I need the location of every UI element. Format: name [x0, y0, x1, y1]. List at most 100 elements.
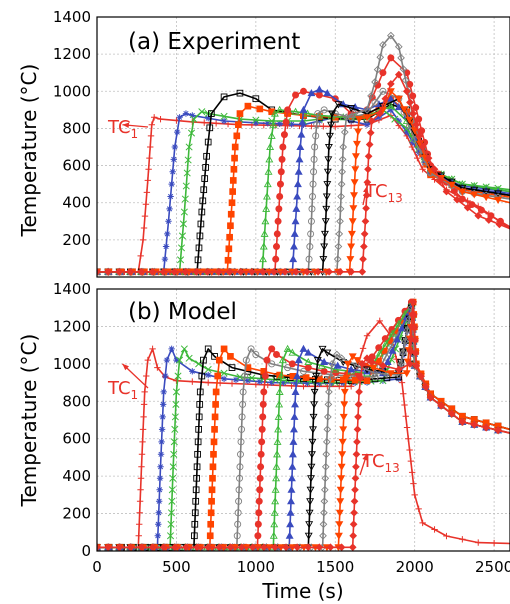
data-point-top-1	[141, 212, 149, 220]
data-point-bottom-3	[171, 425, 179, 433]
data-point-top-12	[470, 191, 479, 199]
data-point-bottom-1	[415, 505, 422, 513]
data-point-bottom-7	[273, 351, 280, 358]
data-point-top-8	[323, 89, 332, 97]
data-point-bottom-12	[339, 426, 348, 434]
data-point-bottom-2	[156, 475, 164, 482]
data-point-bottom-13	[350, 497, 359, 506]
data-point-bottom-10	[308, 438, 317, 446]
data-point-bottom-13	[353, 437, 361, 446]
data-point-bottom-9	[287, 474, 296, 482]
data-point-top-7	[477, 206, 485, 214]
data-point-bottom-1	[136, 521, 143, 528]
data-point-top-3	[187, 129, 196, 137]
data-point-top-1	[144, 177, 152, 184]
data-point-bottom-4	[198, 372, 206, 380]
data-point-bottom-3	[172, 388, 180, 396]
annotation-arrowhead-bottom-2	[362, 453, 368, 461]
data-point-bottom-3	[169, 474, 177, 482]
data-point-top-4	[206, 124, 214, 132]
data-point-top-13	[474, 211, 483, 220]
data-point-bottom-9	[383, 357, 392, 365]
data-point-top-5	[226, 233, 233, 241]
data-point-top-9	[320, 106, 328, 114]
data-point-top-11	[335, 230, 344, 238]
plot-frame-bottom	[96, 288, 510, 552]
data-point-bottom-2	[280, 379, 287, 387]
data-point-top-11	[371, 78, 379, 86]
data-point-bottom-7	[255, 509, 263, 517]
data-point-top-2	[363, 121, 371, 128]
data-point-bottom-12	[335, 509, 344, 517]
data-point-bottom-10	[305, 509, 314, 517]
data-point-bottom-3	[180, 345, 188, 353]
data-point-top-9	[311, 143, 319, 151]
data-point-bottom-5	[207, 509, 215, 517]
data-point-bottom-1	[135, 532, 142, 539]
data-point-bottom-1	[403, 424, 411, 431]
data-point-top-2	[161, 255, 169, 263]
data-point-top-13	[358, 267, 367, 276]
data-point-top-11	[333, 255, 342, 264]
data-point-bottom-12	[342, 374, 351, 383]
data-point-top-11	[376, 53, 385, 62]
data-point-bottom-8	[275, 400, 284, 408]
data-point-bottom-8	[274, 412, 283, 420]
data-point-top-13	[203, 267, 212, 276]
data-point-top-7	[279, 143, 287, 151]
data-point-top-6	[386, 102, 395, 110]
data-point-top-1	[320, 123, 327, 130]
data-point-bottom-3	[170, 450, 178, 458]
data-point-bottom-1	[136, 509, 143, 516]
data-point-top-5	[236, 110, 244, 117]
data-point-bottom-6	[381, 353, 389, 361]
data-point-top-13	[170, 267, 179, 276]
data-point-top-11	[337, 192, 345, 201]
data-point-bottom-13	[406, 360, 414, 368]
data-point-bottom-8	[275, 387, 284, 395]
y-tick-label-top: 1000	[53, 82, 91, 100]
data-point-bottom-3	[168, 497, 176, 505]
data-point-bottom-1	[405, 435, 412, 442]
y-axis-label-bottom: Temperature (°C)	[17, 334, 41, 508]
data-point-bottom-12	[348, 353, 357, 361]
data-point-top-7	[280, 131, 288, 139]
data-point-top-10	[334, 101, 343, 109]
data-point-bottom-4	[195, 426, 202, 433]
data-point-bottom-13	[417, 372, 425, 381]
data-point-bottom-1	[410, 480, 417, 487]
data-point-top-6	[260, 229, 269, 237]
y-tick-label-bottom: 0	[81, 542, 91, 560]
data-point-bottom-9	[285, 531, 294, 539]
data-point-bottom-3	[174, 372, 182, 380]
data-point-bottom-8	[394, 319, 403, 327]
data-point-bottom-8	[274, 425, 283, 433]
x-tick-label: 2000	[396, 558, 434, 576]
data-point-bottom-13	[470, 420, 479, 429]
data-point-top-13	[387, 80, 395, 88]
data-point-top-5	[235, 121, 242, 129]
data-point-bottom-7	[320, 367, 328, 375]
data-point-bottom-1	[363, 332, 371, 339]
data-point-bottom-2	[173, 356, 180, 364]
data-point-top-8	[291, 217, 300, 225]
data-point-top-4	[203, 152, 210, 160]
data-point-bottom-4	[194, 438, 202, 446]
data-point-bottom-11	[319, 531, 327, 540]
data-point-bottom-2	[316, 380, 323, 387]
x-tick-label: 2500	[475, 558, 510, 576]
data-point-bottom-11	[320, 497, 329, 506]
data-point-bottom-8	[283, 344, 292, 352]
data-point-top-6	[259, 242, 268, 250]
data-point-top-13	[463, 203, 472, 212]
data-point-top-8	[293, 192, 302, 200]
data-point-top-3	[252, 116, 260, 124]
data-point-top-7	[468, 201, 476, 209]
data-point-bottom-9	[288, 450, 297, 458]
data-point-top-12	[348, 218, 357, 226]
data-point-bottom-12	[386, 370, 395, 378]
data-point-top-3	[177, 244, 186, 252]
data-point-bottom-6	[300, 367, 307, 375]
data-point-bottom-7	[375, 344, 383, 352]
data-point-bottom-12	[334, 532, 343, 540]
